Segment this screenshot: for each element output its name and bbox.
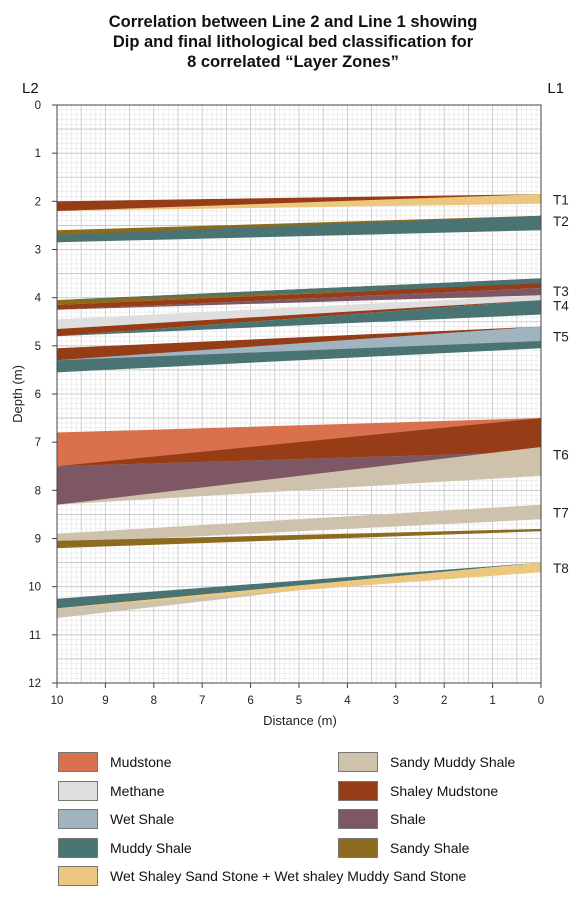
y-tick-label: 6 xyxy=(35,389,41,401)
bed-t6-shaley-mudstone xyxy=(57,418,541,467)
bed-t6-sandy-muddy-shale xyxy=(57,446,541,505)
y-tick-label: 2 xyxy=(35,196,41,208)
zone-label-t7: T7 xyxy=(553,505,569,520)
x-tick-label: 4 xyxy=(344,695,351,707)
bed-t7-sandy-shale xyxy=(57,528,541,549)
bed-t5-shaley-mudstone xyxy=(57,326,541,361)
zone-label-t6: T6 xyxy=(553,448,569,463)
title-line-2: Dip and final lithological bed classific… xyxy=(112,33,474,51)
x-tick-label: 7 xyxy=(199,695,205,707)
zone-label-t8: T8 xyxy=(553,561,569,576)
y-tick-label: 10 xyxy=(28,582,41,594)
bed-t4-muddy-shale xyxy=(57,300,541,337)
chart-title: Correlation between Line 2 and Line 1 sh… xyxy=(0,12,586,72)
line-2-label: L2 xyxy=(22,80,39,97)
y-tick-label: 12 xyxy=(28,678,41,690)
y-tick-label: 7 xyxy=(35,437,41,449)
line-1-label: L1 xyxy=(547,80,564,97)
y-axis-label: Depth (m) xyxy=(10,365,25,423)
zone-label-t3: T3 xyxy=(553,284,569,299)
bed-t5-wet-shale xyxy=(57,326,541,361)
bed-t8-muddy-shale xyxy=(57,562,541,609)
bed-t2-muddy-shale xyxy=(57,215,541,243)
x-tick-label: 9 xyxy=(102,695,108,707)
x-tick-label: 0 xyxy=(538,695,544,707)
zone-label-t1: T1 xyxy=(553,192,569,207)
y-tick-label: 0 xyxy=(35,100,41,112)
x-axis-label: Distance (m) xyxy=(263,713,337,728)
y-tick-label: 9 xyxy=(35,534,41,546)
bed-t1-wet-sand xyxy=(57,194,541,211)
y-tick-label: 4 xyxy=(35,293,42,305)
y-tick-label: 11 xyxy=(29,630,41,642)
zone-label-t4: T4 xyxy=(553,298,569,313)
bed-t3-shaley-mudstone xyxy=(57,283,541,310)
bed-t7-sandy-muddy-shale xyxy=(57,504,541,544)
bed-t3-muddy-shale xyxy=(57,278,541,301)
bed-t3-shale xyxy=(57,288,541,310)
y-tick-label: 5 xyxy=(35,341,41,353)
x-tick-label: 2 xyxy=(441,695,447,707)
x-tick-label: 3 xyxy=(393,695,399,707)
y-tick-label: 8 xyxy=(35,485,41,497)
zone-label-t5: T5 xyxy=(553,330,569,345)
y-tick-label: 1 xyxy=(35,148,41,160)
x-tick-label: 8 xyxy=(151,695,157,707)
x-tick-label: 10 xyxy=(51,695,64,707)
x-tick-label: 1 xyxy=(489,695,495,707)
bed-t8-wet-sand xyxy=(57,562,541,609)
y-tick-label: 3 xyxy=(35,245,41,257)
title-line-3: 8 correlated “Layer Zones” xyxy=(187,53,399,71)
x-tick-label: 6 xyxy=(247,695,253,707)
zone-label-t2: T2 xyxy=(553,214,569,229)
bed-t4-methane xyxy=(57,295,541,329)
x-tick-label: 5 xyxy=(296,695,302,707)
title-line-1: Correlation between Line 2 and Line 1 sh… xyxy=(108,13,478,31)
